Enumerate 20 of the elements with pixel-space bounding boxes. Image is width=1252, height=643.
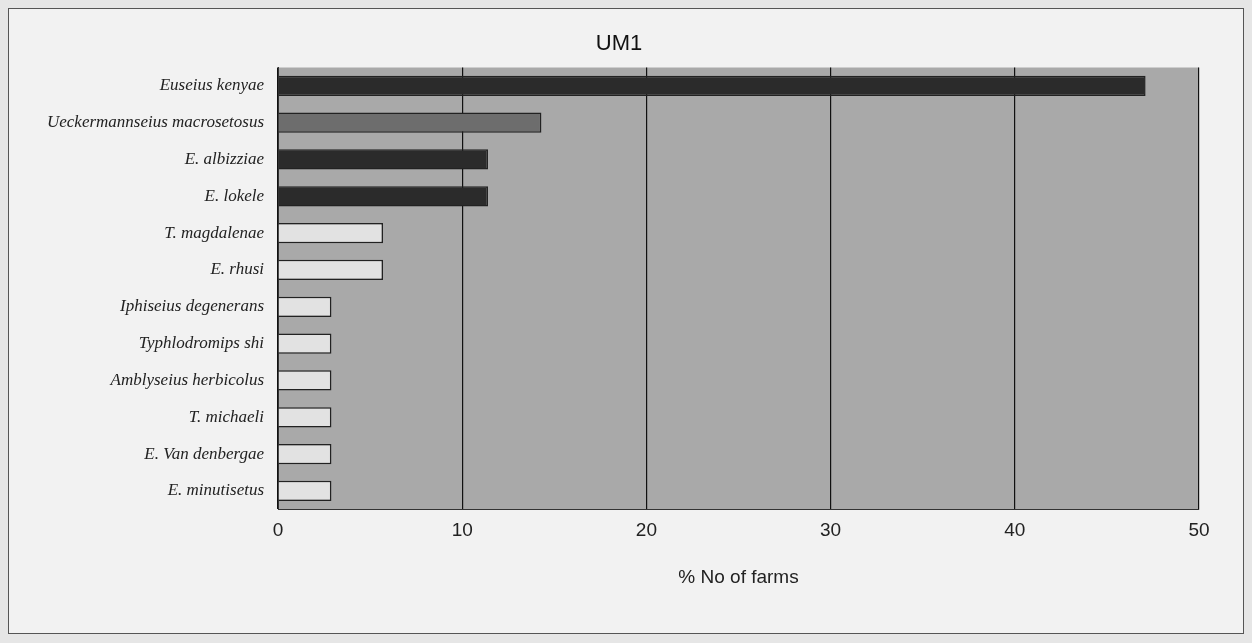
y-tick-label: E. minutisetus [166, 480, 265, 500]
y-tick-label: T. magdalenae [164, 222, 265, 242]
y-tick-label: E. albizziae [183, 148, 265, 168]
y-tick-label: Typhlodromips shi [138, 333, 265, 353]
y-tick-label: E. Van denbergae [143, 443, 265, 463]
x-tick-label: 20 [635, 519, 657, 541]
chart-title: UM1 [595, 30, 643, 56]
x-tick-label: 0 [272, 519, 284, 541]
y-tick-label: E. lokele [203, 185, 265, 205]
x-tick-label: 30 [820, 519, 842, 541]
y-tick-label: Iphiseius degenerans [119, 296, 265, 316]
y-tick-label: Amblyseius herbicolus [109, 369, 265, 389]
x-axis-title: % No of farms [678, 565, 799, 587]
y-tick-label: Euseius kenyae [158, 75, 265, 95]
x-tick-label: 50 [1188, 519, 1210, 541]
x-tick-label: 10 [451, 519, 473, 541]
x-tick-label: 40 [1004, 519, 1026, 541]
y-tick-label: Ueckermannseius macrosetosus [46, 112, 265, 132]
y-tick-label: E. rhusi [209, 259, 265, 279]
y-tick-label: T. michaeli [188, 406, 265, 426]
